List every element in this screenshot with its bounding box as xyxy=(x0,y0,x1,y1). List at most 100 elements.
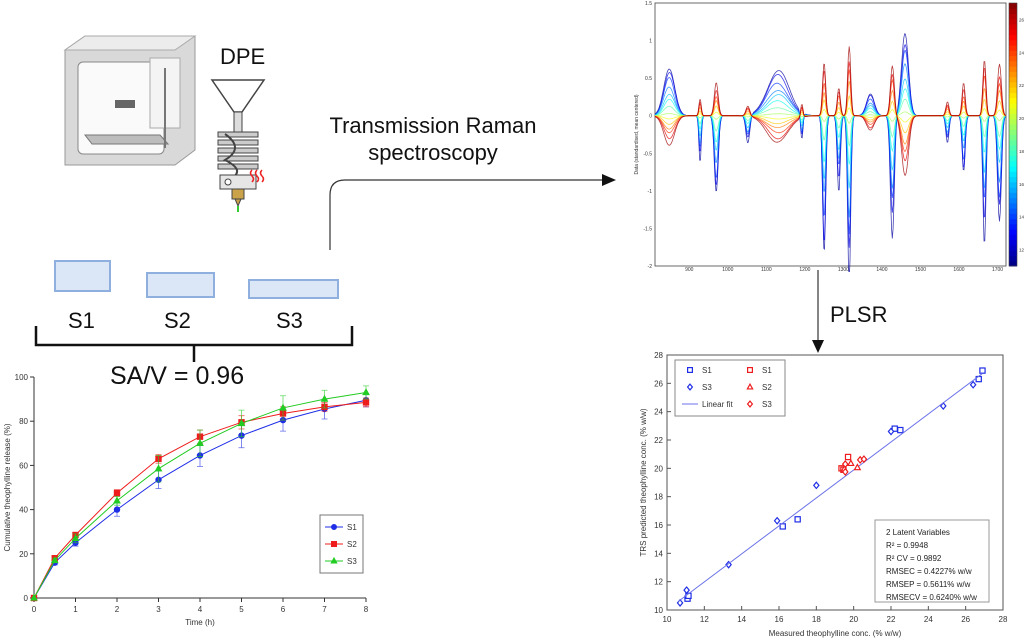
x-axis-label: Time (h) xyxy=(185,618,215,627)
colorbar-segment xyxy=(1009,202,1017,209)
colorbar-segment xyxy=(1009,76,1017,83)
series-line-S3 xyxy=(33,391,367,599)
colorbar-segment xyxy=(1009,81,1017,88)
data-point-S3 xyxy=(50,556,59,564)
x-tick-label: 3 xyxy=(156,605,161,614)
colorbar-tick-label: 14 xyxy=(1019,215,1024,220)
x-tick-label: 1500 xyxy=(915,267,926,272)
colorbar-segment xyxy=(1009,218,1017,225)
legend-marker xyxy=(331,524,338,531)
spectrum-line xyxy=(654,46,1006,176)
colorbar-segment xyxy=(1009,145,1017,151)
colorbar-segment xyxy=(1009,50,1017,57)
legend-marker xyxy=(746,400,754,408)
sample-s3-shape xyxy=(248,279,339,299)
sample-bracket xyxy=(34,326,354,362)
flow-arrow-raman xyxy=(329,179,604,250)
y-tick-label: 18 xyxy=(654,493,663,502)
colorbar-segment xyxy=(1009,8,1017,15)
x-tick-label: 20 xyxy=(849,615,858,624)
colorbar-segment xyxy=(1009,129,1017,135)
colorbar-segment xyxy=(1009,13,1017,20)
data-point-S3 xyxy=(841,460,849,469)
colorbar-segment xyxy=(1009,192,1017,199)
data-point-S3 xyxy=(939,401,947,411)
x-axis-label: Measured theophylline conc. (% w/w) xyxy=(769,629,902,638)
sample-s1-shape xyxy=(54,260,111,292)
colorbar-segment xyxy=(1009,244,1017,251)
colorbar-segment xyxy=(1009,55,1017,62)
colorbar-segment xyxy=(1009,123,1017,130)
data-point-S1 xyxy=(979,367,986,374)
colorbar-segment xyxy=(1009,87,1017,93)
stats-line: RMSECV = 0.6240% w/w xyxy=(886,593,977,602)
y-tick-label: -0.5 xyxy=(643,151,652,157)
printer-label: DPE xyxy=(220,44,266,69)
x-tick-label: 6 xyxy=(281,605,286,614)
colorbar-segment xyxy=(1009,166,1017,172)
sa-v-ratio: SA/V = 0.96 xyxy=(110,362,245,390)
legend-marker xyxy=(746,382,754,390)
y-tick-label: 80 xyxy=(19,417,28,426)
series-line-S2 xyxy=(33,401,367,599)
y-tick-label: 0.5 xyxy=(645,76,652,82)
data-point-S3 xyxy=(71,533,80,542)
colorbar-segment xyxy=(1009,24,1017,30)
legend-label: S2 xyxy=(762,383,772,392)
colorbar-segment xyxy=(1009,223,1017,230)
x-tick-label: 5 xyxy=(239,605,244,614)
x-tick-label: 0 xyxy=(32,605,37,614)
raman-spectra-chart: 900 1000 1100 1200 1300 1400 1500 1600 1700-2-1.… xyxy=(634,1,1024,272)
y-tick-label: -1.5 xyxy=(643,226,652,232)
x-axis-label: wavenumber (cm^-1) xyxy=(812,271,850,272)
colorbar-segment xyxy=(1009,29,1017,36)
x-tick-label: 12 xyxy=(700,615,709,624)
data-point-S1 xyxy=(779,523,786,530)
x-tick-label: 14 xyxy=(737,615,746,624)
colorbar-segment xyxy=(1009,160,1017,167)
colorbar-tick-label: 20 xyxy=(1019,116,1024,121)
technique-line-2: spectroscopy xyxy=(368,140,498,165)
data-point-S3 xyxy=(113,496,121,504)
plsr-label: PLSR xyxy=(830,302,888,327)
legend-marker xyxy=(686,367,693,374)
colorbar-segment xyxy=(1009,71,1017,78)
stats-box xyxy=(874,519,990,603)
y-axis-label: TRS predicted theophylline conc. (% w/w) xyxy=(639,408,648,556)
stats-line: R² CV = 0.9892 xyxy=(886,554,942,563)
colorbar-segment xyxy=(1009,92,1017,99)
legend-marker xyxy=(746,367,753,374)
x-tick-label: 900 xyxy=(685,267,694,272)
colorbar-segment xyxy=(1009,255,1017,262)
colorbar-segment xyxy=(1009,260,1017,267)
colorbar-segment xyxy=(1009,39,1017,46)
data-point-S3 xyxy=(196,438,204,446)
y-tick-label: 1.5 xyxy=(645,1,652,7)
legend-label: S3 xyxy=(702,383,712,392)
data-point-S2 xyxy=(853,463,862,471)
colorbar-segment xyxy=(1009,34,1017,41)
x-tick-label: 18 xyxy=(812,615,821,624)
legend-label: S1 xyxy=(762,366,772,375)
colorbar-segment xyxy=(1009,208,1017,214)
legend-marker xyxy=(330,556,338,564)
data-point-S3 xyxy=(969,380,977,389)
y-tick-label: 1 xyxy=(649,39,652,45)
data-point-S1 xyxy=(113,506,121,513)
arrowhead-icon xyxy=(602,174,616,186)
colorbar-tick-label: 26 xyxy=(1019,17,1024,22)
colorbar-segment xyxy=(1009,60,1017,67)
y-axis-label: Cumulative theophylline release (%) xyxy=(3,423,12,551)
data-point-S3 xyxy=(154,464,163,472)
extruder-nozzle-icon xyxy=(210,79,266,212)
colorbar-segment xyxy=(1009,134,1017,141)
y-tick-label: 100 xyxy=(15,373,29,382)
y-tick-label: -1 xyxy=(648,189,653,195)
plot-frame xyxy=(654,2,1007,267)
y-tick-label: 14 xyxy=(654,549,663,558)
y-tick-label: 26 xyxy=(654,379,663,388)
x-tick-label: 1600 xyxy=(953,267,964,272)
y-tick-label: 0 xyxy=(24,594,29,603)
